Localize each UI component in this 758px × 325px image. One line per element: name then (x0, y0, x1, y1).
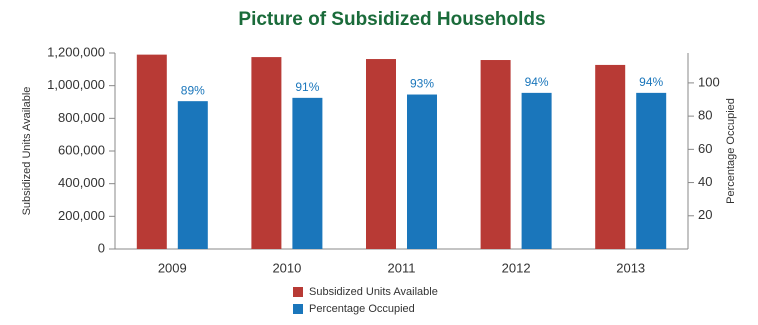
data-label: 94% (525, 75, 549, 89)
data-label: 94% (639, 75, 663, 89)
y2-tick-label: 80 (698, 108, 712, 123)
legend-swatch (293, 304, 303, 314)
bar (595, 64, 626, 249)
y-axis-label: Subsidized Units Available (21, 87, 33, 216)
y2-tick-label: 20 (698, 207, 712, 222)
x-tick-label: 2013 (616, 260, 645, 275)
x-tick-label: 2010 (272, 260, 301, 275)
y-tick-label: 800,000 (58, 110, 105, 125)
y-tick-label: 1,200,000 (47, 44, 105, 59)
bar (366, 59, 396, 249)
y-tick-label: 200,000 (58, 208, 105, 223)
x-tick-label: 2011 (388, 260, 416, 275)
bar (292, 97, 323, 249)
y-tick-label: 600,000 (58, 142, 105, 157)
legend-swatch (293, 287, 303, 297)
bar (251, 57, 282, 250)
legend-label: Subsidized Units Available (309, 286, 438, 298)
data-label: 91% (295, 80, 319, 94)
y2-tick-label: 40 (698, 174, 712, 189)
x-tick-label: 2012 (502, 260, 531, 275)
bar (521, 92, 552, 249)
y2-axis-label: Percentage Occupied (725, 98, 737, 204)
y-tick-label: 400,000 (58, 175, 105, 190)
bar (136, 54, 167, 250)
bar (177, 101, 208, 249)
chart-title: Picture of Subsidized Households (238, 9, 545, 30)
bar (407, 94, 437, 249)
y-tick-label: 0 (98, 240, 105, 255)
y2-tick-label: 100 (698, 74, 720, 89)
bar (480, 60, 511, 250)
y-tick-label: 1,000,000 (47, 77, 105, 92)
data-label: 89% (181, 83, 205, 97)
bar (636, 92, 667, 249)
data-label: 93% (410, 77, 434, 91)
legend-label: Percentage Occupied (309, 303, 415, 315)
x-tick-label: 2009 (158, 260, 187, 275)
y2-tick-label: 60 (698, 141, 712, 156)
